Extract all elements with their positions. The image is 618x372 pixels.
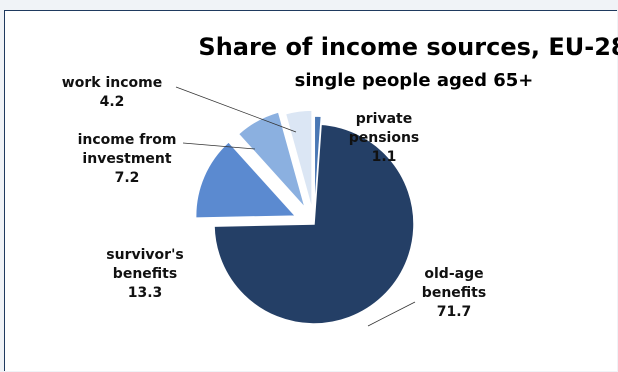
slice-label-line: pensions	[349, 130, 420, 146]
slice-label-line: benefits	[422, 285, 486, 301]
leader-line	[367, 301, 416, 327]
slice-label-line: work income	[62, 75, 162, 91]
pie-slices	[194, 109, 415, 325]
slice-value: 1.1	[372, 149, 397, 165]
chart-subtitle: single people aged 65+	[295, 70, 534, 91]
slice-label: income from investment 7.2	[78, 132, 177, 186]
pie-slice	[237, 110, 307, 209]
slice-value: 13.3	[128, 285, 163, 301]
slice-label: work income 4.2	[62, 75, 162, 110]
slice-label: survivor's benefits 13.3	[106, 247, 183, 301]
slice-label-line: private	[356, 111, 413, 127]
leader-line	[175, 86, 297, 133]
slice-label-line: survivor's	[106, 247, 183, 263]
pie-slice	[194, 140, 298, 219]
slice-label-line: benefits	[113, 266, 177, 282]
slice-labels: private pensions 1.1 old-age benefits 71.7 sur…	[62, 75, 486, 320]
slice-value: 4.2	[100, 94, 125, 110]
slice-value: 7.2	[115, 170, 140, 186]
chart-title: Share of income sources, EU-28	[198, 33, 618, 61]
slice-value: 71.7	[437, 304, 472, 320]
pie-slice	[284, 109, 313, 211]
slice-label: old-age benefits 71.7	[422, 266, 486, 320]
leader-lines	[175, 86, 416, 327]
slice-label: private pensions 1.1	[349, 111, 420, 165]
leader-line	[182, 142, 256, 150]
pie-slice	[213, 123, 415, 325]
slice-label-line: income from	[78, 132, 177, 148]
slice-label-line: investment	[82, 151, 171, 167]
slice-label-line: old-age	[424, 266, 483, 282]
